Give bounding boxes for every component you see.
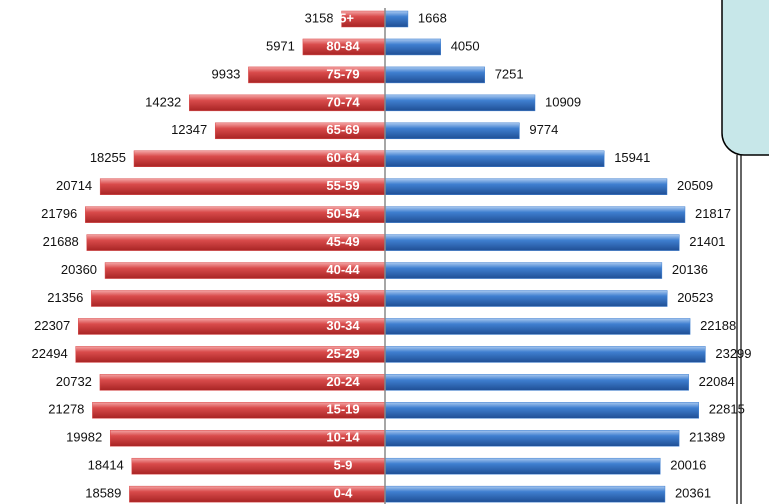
bar	[384, 402, 699, 419]
category-label: 60-64	[326, 150, 360, 165]
value-label: 5971	[266, 38, 295, 53]
value-label: 21796	[41, 206, 77, 221]
value-label: 10909	[545, 94, 581, 109]
callout	[721, 0, 769, 504]
bar	[384, 430, 680, 447]
value-label: 22188	[700, 318, 736, 333]
value-label: 22815	[709, 402, 745, 417]
bar	[384, 318, 691, 335]
value-label: 21688	[43, 234, 79, 249]
bar	[384, 150, 605, 167]
value-label: 18255	[90, 150, 126, 165]
category-label: 70-74	[326, 94, 360, 109]
value-label: 9933	[211, 66, 240, 81]
bar	[384, 457, 661, 475]
category-label: 15-19	[326, 402, 359, 417]
category-label: 0-4	[334, 486, 354, 501]
value-label: 21278	[48, 402, 84, 417]
bar	[384, 206, 686, 223]
value-label: 20509	[677, 178, 713, 193]
category-label: 25-29	[326, 346, 359, 361]
bar	[384, 122, 520, 140]
category-label: 5-9	[334, 458, 353, 473]
category-label: 75-79	[326, 66, 359, 81]
category-label: 35-39	[326, 290, 359, 305]
value-label: 3158	[305, 10, 334, 25]
bar	[384, 234, 680, 251]
bar	[384, 346, 706, 363]
category-label: 10-14	[326, 430, 360, 445]
category-label: 55-59	[326, 178, 359, 193]
bar	[384, 10, 409, 28]
category-label: 20-24	[326, 374, 360, 389]
value-label: 20361	[675, 486, 711, 501]
value-label: 22494	[32, 346, 68, 361]
category-label: 45-49	[326, 234, 359, 249]
value-label: 20732	[56, 374, 92, 389]
bar	[384, 66, 485, 84]
bar	[384, 38, 441, 56]
value-label: 9774	[529, 122, 558, 137]
bar	[384, 485, 666, 503]
category-label: 65-69	[326, 122, 359, 137]
value-label: 15941	[614, 150, 650, 165]
value-label: 22084	[699, 374, 735, 389]
category-label: 80-84	[326, 38, 360, 53]
bar	[248, 66, 386, 84]
category-label: 40-44	[326, 262, 360, 277]
value-label: 20016	[670, 458, 706, 473]
value-label: 21389	[689, 430, 725, 445]
category-label: 85+	[332, 10, 354, 25]
value-label: 4050	[451, 38, 480, 53]
bar	[384, 290, 668, 307]
value-label: 20360	[61, 262, 97, 277]
bar	[384, 374, 689, 391]
value-label: 18414	[88, 458, 124, 473]
bar	[384, 262, 663, 279]
value-label: 19982	[66, 430, 102, 445]
value-label: 22307	[34, 318, 70, 333]
value-label: 23299	[715, 346, 751, 361]
category-label: 50-54	[326, 206, 360, 221]
value-label: 20136	[672, 262, 708, 277]
value-label: 18589	[85, 486, 121, 501]
value-label: 21401	[689, 234, 725, 249]
value-label: 7251	[495, 66, 524, 81]
bar	[384, 94, 536, 112]
bar	[384, 178, 668, 195]
value-label: 14232	[145, 94, 181, 109]
value-label: 12347	[171, 122, 207, 137]
value-label: 20714	[56, 178, 92, 193]
category-label: 30-34	[326, 318, 360, 333]
value-label: 1668	[418, 10, 447, 25]
value-label: 21356	[47, 290, 83, 305]
callout-box	[721, 0, 769, 156]
value-label: 21817	[695, 206, 731, 221]
value-label: 20523	[677, 290, 713, 305]
